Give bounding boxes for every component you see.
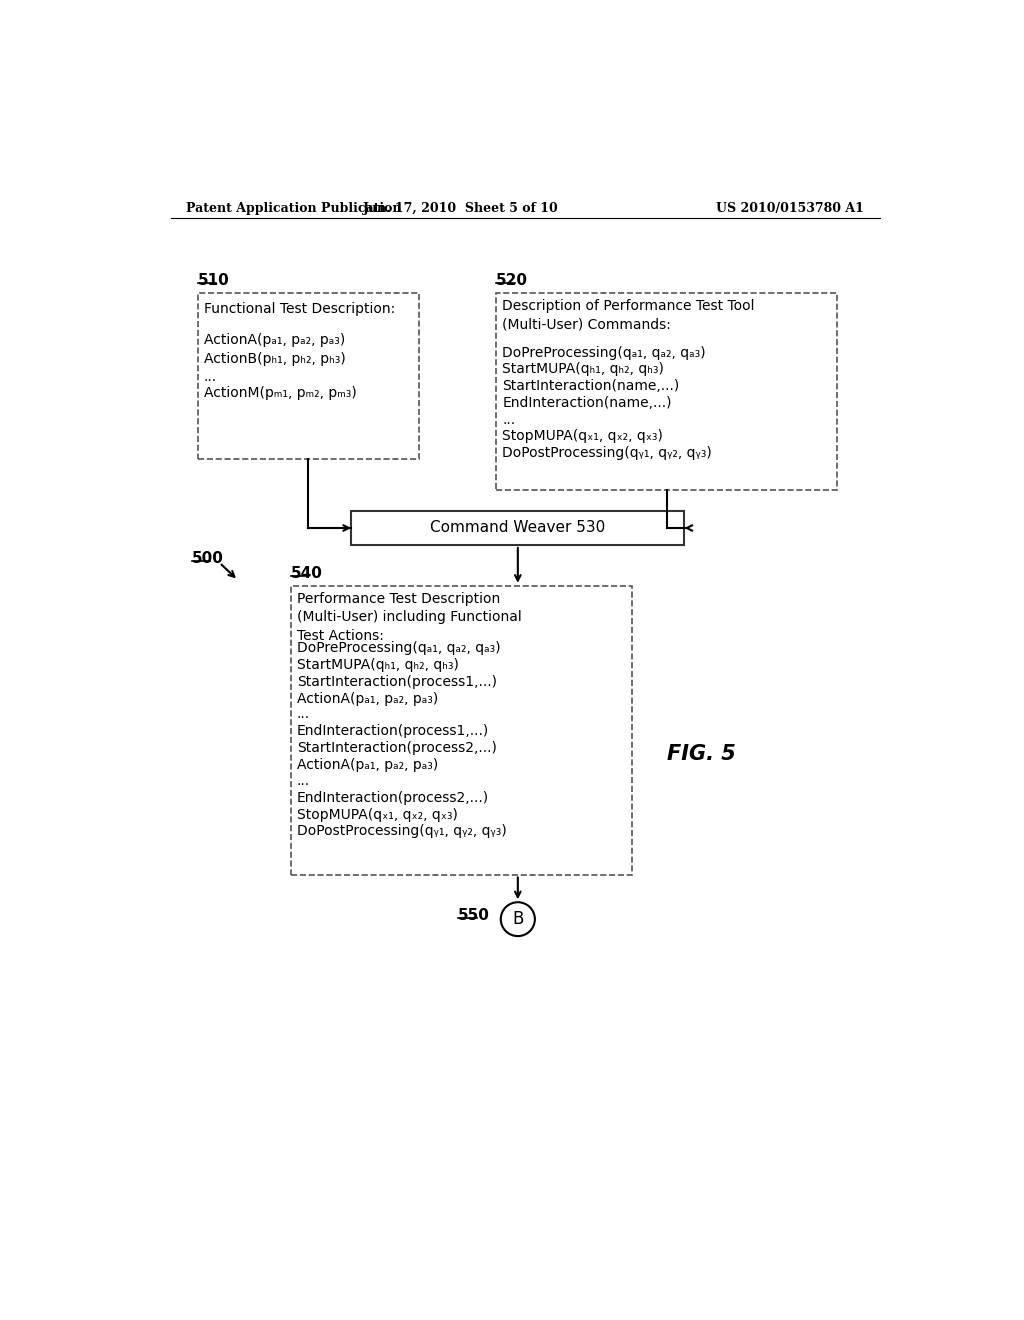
Text: Command Weaver 530: Command Weaver 530 bbox=[430, 520, 605, 536]
Text: StartInteraction(name,...): StartInteraction(name,...) bbox=[503, 379, 680, 393]
Text: ActionA(pₐ₁, pₐ₂, pₐ₃): ActionA(pₐ₁, pₐ₂, pₐ₃) bbox=[297, 758, 438, 772]
Text: Performance Test Description
(Multi-User) including Functional
Test Actions:: Performance Test Description (Multi-User… bbox=[297, 591, 521, 643]
Text: Functional Test Description:: Functional Test Description: bbox=[204, 302, 395, 317]
Text: US 2010/0153780 A1: US 2010/0153780 A1 bbox=[717, 202, 864, 215]
Text: EndInteraction(name,...): EndInteraction(name,...) bbox=[503, 396, 672, 411]
Text: ...: ... bbox=[297, 708, 310, 722]
Text: ActionA(pₐ₁, pₐ₂, pₐ₃): ActionA(pₐ₁, pₐ₂, pₐ₃) bbox=[204, 333, 345, 347]
Text: EndInteraction(process2,...): EndInteraction(process2,...) bbox=[297, 791, 489, 805]
Text: DoPreProcessing(qₐ₁, qₐ₂, qₐ₃): DoPreProcessing(qₐ₁, qₐ₂, qₐ₃) bbox=[297, 642, 501, 655]
Text: Description of Performance Test Tool
(Multi-User) Commands:: Description of Performance Test Tool (Mu… bbox=[503, 300, 755, 331]
Text: Jun. 17, 2010  Sheet 5 of 10: Jun. 17, 2010 Sheet 5 of 10 bbox=[364, 202, 559, 215]
Text: ...: ... bbox=[503, 413, 515, 428]
Text: StartInteraction(process1,...): StartInteraction(process1,...) bbox=[297, 675, 497, 689]
Text: ActionA(pₐ₁, pₐ₂, pₐ₃): ActionA(pₐ₁, pₐ₂, pₐ₃) bbox=[297, 692, 438, 706]
Text: B: B bbox=[512, 911, 523, 928]
Text: DoPostProcessing(qᵧ₁, qᵧ₂, qᵧ₃): DoPostProcessing(qᵧ₁, qᵧ₂, qᵧ₃) bbox=[297, 825, 507, 838]
Text: StartInteraction(process2,...): StartInteraction(process2,...) bbox=[297, 742, 497, 755]
Text: 500: 500 bbox=[191, 552, 223, 566]
Text: ActionB(pₕ₁, pₕ₂, pₕ₃): ActionB(pₕ₁, pₕ₂, pₕ₃) bbox=[204, 351, 346, 366]
Text: FIG. 5: FIG. 5 bbox=[667, 743, 735, 763]
Bar bbox=[291, 586, 632, 875]
Text: 540: 540 bbox=[291, 566, 323, 581]
Bar bbox=[351, 511, 684, 545]
Circle shape bbox=[501, 903, 535, 936]
Text: 520: 520 bbox=[496, 273, 528, 288]
Text: ActionM(pₘ₁, pₘ₂, pₘ₃): ActionM(pₘ₁, pₘ₂, pₘ₃) bbox=[204, 385, 356, 400]
Text: StopMUPA(qₓ₁, qₓ₂, qₓ₃): StopMUPA(qₓ₁, qₓ₂, qₓ₃) bbox=[503, 429, 664, 442]
Bar bbox=[496, 293, 838, 490]
Text: Patent Application Publication: Patent Application Publication bbox=[186, 202, 401, 215]
Text: ...: ... bbox=[204, 370, 217, 384]
Text: 510: 510 bbox=[198, 273, 229, 288]
Text: EndInteraction(process1,...): EndInteraction(process1,...) bbox=[297, 725, 489, 738]
Text: 550: 550 bbox=[458, 908, 490, 924]
Text: DoPostProcessing(qᵧ₁, qᵧ₂, qᵧ₃): DoPostProcessing(qᵧ₁, qᵧ₂, qᵧ₃) bbox=[503, 446, 712, 459]
Text: StopMUPA(qₓ₁, qₓ₂, qₓ₃): StopMUPA(qₓ₁, qₓ₂, qₓ₃) bbox=[297, 808, 458, 821]
Text: ...: ... bbox=[297, 774, 310, 788]
Text: StartMUPA(qₕ₁, qₕ₂, qₕ₃): StartMUPA(qₕ₁, qₕ₂, qₕ₃) bbox=[503, 363, 665, 376]
Text: StartMUPA(qₕ₁, qₕ₂, qₕ₃): StartMUPA(qₕ₁, qₕ₂, qₕ₃) bbox=[297, 659, 459, 672]
Bar bbox=[198, 293, 419, 459]
Text: DoPreProcessing(qₐ₁, qₐ₂, qₐ₃): DoPreProcessing(qₐ₁, qₐ₂, qₐ₃) bbox=[503, 346, 706, 359]
